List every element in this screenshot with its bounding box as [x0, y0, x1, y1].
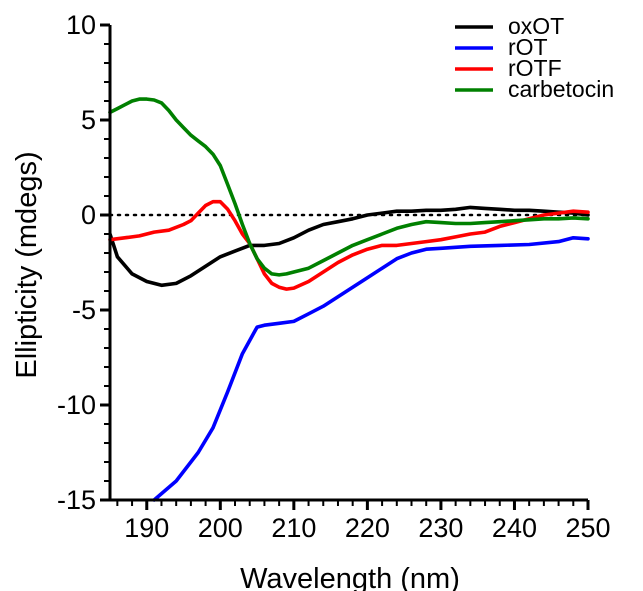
y-tick-label: -10	[57, 390, 96, 420]
axes	[108, 25, 588, 502]
series-line-carbetocin	[108, 97, 590, 277]
x-tick-label: 210	[271, 513, 316, 543]
y-axis-title: Ellipticity (mdegs)	[11, 151, 43, 378]
y-tick-label: 5	[81, 105, 96, 135]
x-tick-label: 200	[198, 513, 243, 543]
legend-label-rOTF: rOTF	[508, 55, 562, 81]
x-tick-label: 240	[492, 513, 537, 543]
x-axis-title: Wavelength (nm)	[240, 563, 460, 591]
series-line-oxOT	[108, 205, 590, 288]
x-tick-label: 190	[124, 513, 169, 543]
y-tick-label: 0	[81, 200, 96, 230]
legend-label-carbetocin: carbetocin	[508, 76, 614, 102]
ticks: -15 -10 -5 0 5 10 190 200 210 220 230 240 250	[57, 10, 611, 543]
series-line-rOT	[152, 236, 590, 502]
y-tick-label: 10	[66, 10, 96, 40]
legend-label-rOT: rOT	[508, 34, 548, 60]
x-tick-label: 220	[345, 513, 390, 543]
y-tick-label: -5	[72, 295, 96, 325]
x-tick-label: 230	[418, 513, 463, 543]
legend-label-oxOT: oxOT	[508, 13, 564, 39]
x-tick-label: 250	[565, 513, 610, 543]
y-tick-label: -15	[57, 485, 96, 515]
series-line-rOTF	[108, 199, 590, 291]
series-lines	[108, 97, 590, 502]
